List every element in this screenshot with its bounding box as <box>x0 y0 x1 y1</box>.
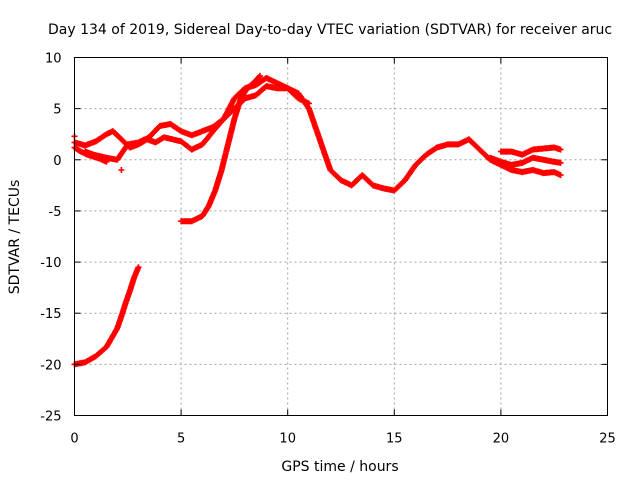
x-tick-label: 25 <box>599 432 616 447</box>
data-point-marker <box>557 159 564 166</box>
x-tick-label: 15 <box>386 432 403 447</box>
y-tick-label: -20 <box>40 358 61 373</box>
x-tick-label: 5 <box>177 432 185 447</box>
series-low-arc <box>71 264 142 368</box>
data-point-marker <box>557 146 564 153</box>
data-point-marker <box>306 100 312 107</box>
data-points <box>71 72 564 368</box>
y-tick-label: -25 <box>40 410 61 425</box>
series-rising-arc <box>178 72 263 225</box>
data-point-marker <box>557 172 564 179</box>
series-left-short <box>71 144 110 165</box>
series-main-upper <box>71 75 564 194</box>
data-point-marker <box>118 167 125 173</box>
data-point-marker <box>135 264 142 271</box>
axis-ticks: 0 5 10 15 20 25 -25 -20 -15 -10 -5 0 5 10 <box>40 52 616 447</box>
y-tick-label: -10 <box>40 256 61 271</box>
data-point-marker <box>103 158 110 165</box>
data-point-marker <box>256 73 263 80</box>
y-tick-label: 5 <box>53 103 61 118</box>
y-tick-label: -5 <box>49 205 62 220</box>
series-late-tracks-2 <box>487 154 564 168</box>
y-tick-label: 10 <box>45 52 62 67</box>
y-tick-label: -15 <box>40 307 61 322</box>
series-late-tracks <box>497 144 564 158</box>
grid-lines <box>74 57 608 416</box>
x-tick-label: 20 <box>493 432 510 447</box>
plot-frame <box>74 57 608 416</box>
chart-title: Day 134 of 2019, Sidereal Day-to-day VTE… <box>48 22 612 38</box>
x-axis-label: GPS time / hours <box>281 459 398 475</box>
data-point-marker <box>257 72 263 79</box>
x-tick-label: 0 <box>70 432 78 447</box>
y-axis-label: SDTVAR / TECUs <box>7 180 23 295</box>
y-tick-label: 0 <box>53 154 61 169</box>
series-main-mid <box>82 83 312 163</box>
x-tick-label: 10 <box>279 432 296 447</box>
